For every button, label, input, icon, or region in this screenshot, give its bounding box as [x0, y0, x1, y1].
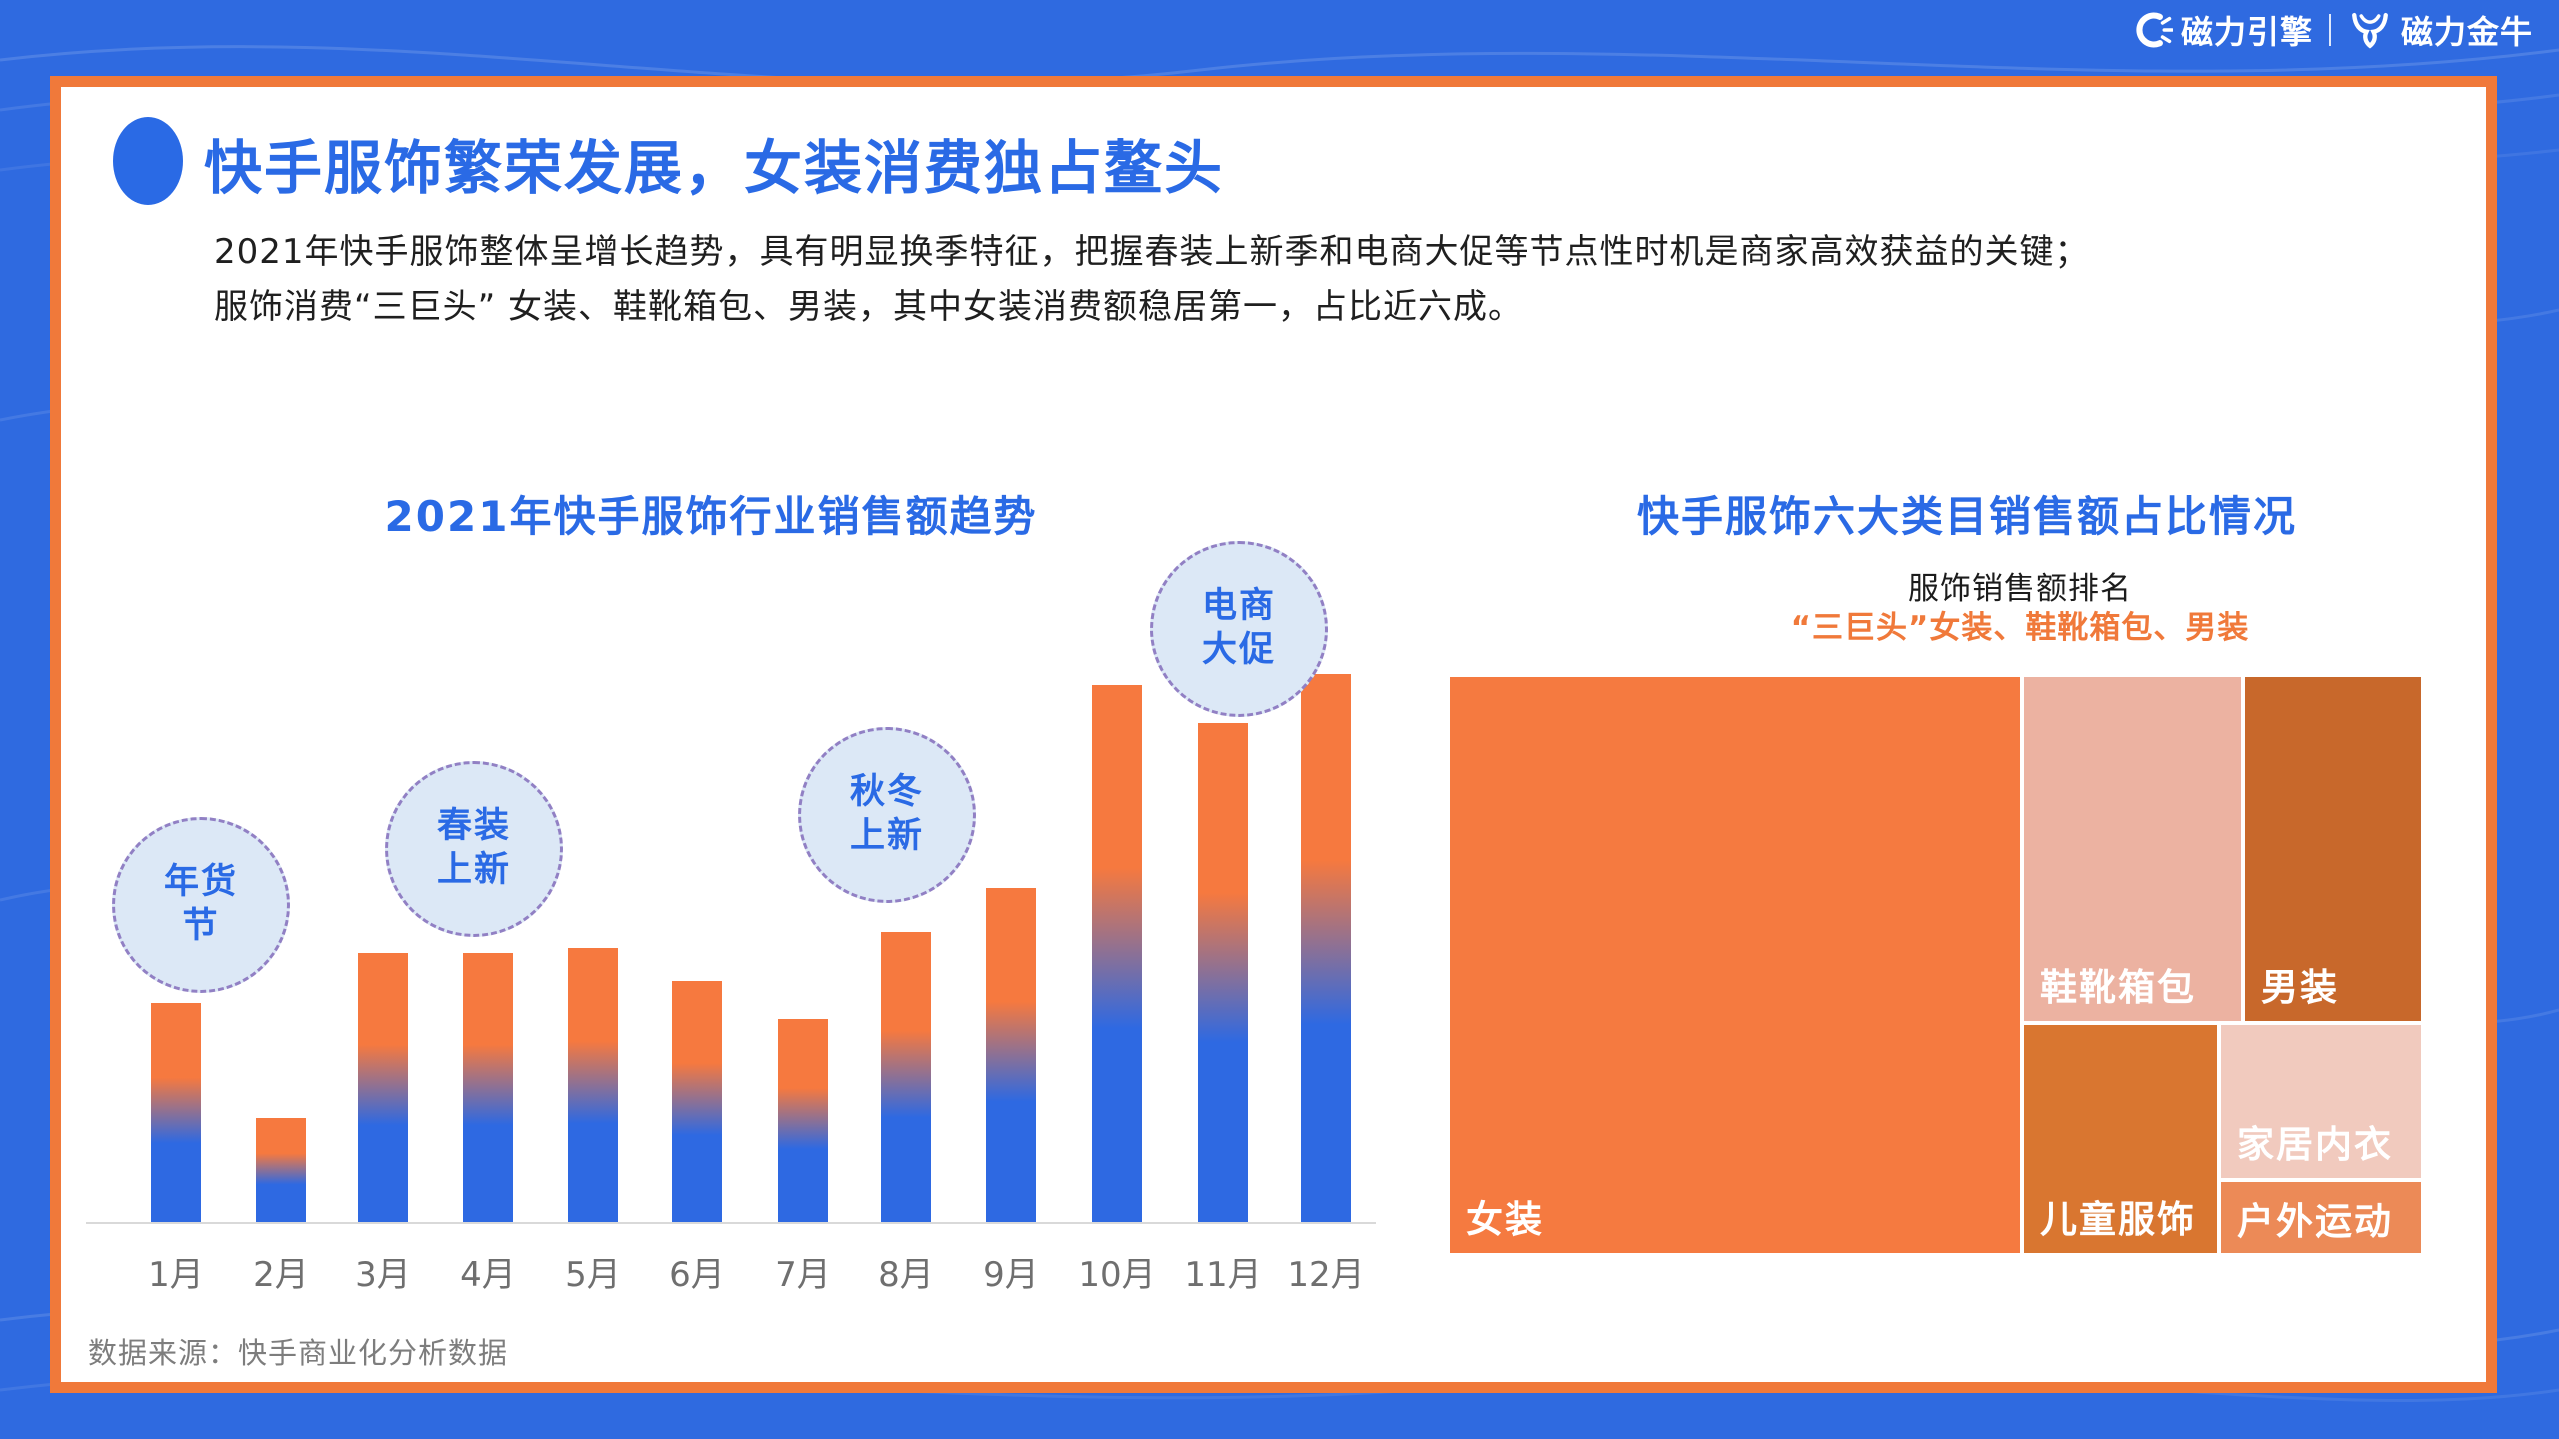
- bar-aug: [881, 931, 931, 1222]
- month-label: 3月: [355, 1255, 411, 1295]
- annotation-text-line: 电商: [1201, 586, 1276, 627]
- annotation-autumn-winter-launch: 秋冬 上新: [798, 727, 976, 903]
- magnetic-engine-logo: 磁力引擎: [2131, 7, 2313, 53]
- month-label: 4月: [460, 1255, 516, 1295]
- tile-label: 儿童服饰: [2040, 1198, 2196, 1241]
- tile-label: 女装: [1466, 1198, 1544, 1241]
- annotation-text-line: 大促: [1201, 630, 1276, 670]
- title-bullet-dot: [113, 117, 183, 205]
- month-label: 1月: [148, 1255, 204, 1295]
- page-title: 快手服饰繁荣发展，女装消费独占鳌头: [204, 134, 1225, 202]
- treemap-tile-womenswear: 女装: [1450, 677, 2020, 1253]
- annotation-text-line: 上新: [436, 850, 511, 890]
- month-label: 11月: [1184, 1255, 1262, 1295]
- data-source: 数据来源：快手商业化分析数据: [88, 1336, 509, 1370]
- month-label: 12月: [1287, 1255, 1365, 1295]
- bar-may: [568, 948, 618, 1222]
- month-label: 5月: [565, 1255, 621, 1295]
- magnetic-taurus-logo: 磁力金牛: [2347, 7, 2533, 53]
- logo-divider: [2328, 14, 2331, 46]
- bar-chart-plot-area: [86, 674, 1376, 1222]
- annotation-text-line: 年货: [163, 862, 238, 903]
- bar-nov: [1198, 723, 1248, 1222]
- tile-label: 鞋靴箱包: [2040, 966, 2196, 1009]
- treemap-subtitle-rank: 服饰销售额排名: [1908, 571, 2132, 607]
- taurus-label: 磁力金牛: [2400, 13, 2533, 51]
- month-label: 8月: [878, 1255, 934, 1295]
- engine-label: 磁力引擎: [2180, 13, 2313, 51]
- annotation-new-year-festival: 年货 节: [112, 817, 290, 993]
- bar-sep: [986, 887, 1036, 1222]
- annotation-text-line: 秋冬: [849, 772, 924, 813]
- month-label: 7月: [775, 1255, 831, 1295]
- bar-jun: [672, 980, 722, 1222]
- annotation-text-line: 节: [182, 906, 220, 946]
- month-label: 9月: [983, 1255, 1039, 1295]
- treemap-tile-home-underwear: 家居内衣: [2221, 1025, 2421, 1178]
- subtitle-line-2: 服饰消费“三巨头” 女装、鞋靴箱包、男装，其中女装消费额稳居第一，占比近六成。: [214, 287, 1524, 328]
- bar-chart-title: 2021年快手服饰行业销售额趋势: [384, 492, 1038, 541]
- x-axis-line: [86, 1222, 1376, 1224]
- slide-card: 快手服饰繁荣发展，女装消费独占鳌头 2021年快手服饰整体呈增长趋势，具有明显换…: [50, 76, 2497, 1393]
- magnet-c-spark-icon: [2136, 12, 2173, 48]
- x-axis-labels: 1月 2月 3月 4月 5月 6月 7月 8月 9月 10月 11月 12月: [86, 1247, 1376, 1297]
- treemap-tile-kidswear: 儿童服饰: [2024, 1025, 2217, 1253]
- bar-jul: [778, 1019, 828, 1222]
- month-label: 6月: [669, 1255, 725, 1295]
- tile-label: 男装: [2261, 966, 2339, 1009]
- month-label: 2月: [253, 1255, 309, 1295]
- bar-dec: [1301, 674, 1351, 1222]
- bar-mar: [358, 953, 408, 1222]
- month-label: 10月: [1078, 1255, 1156, 1295]
- tile-label: 户外运动: [2237, 1200, 2393, 1243]
- bar-feb: [256, 1117, 306, 1222]
- treemap: 女装 鞋靴箱包 男装 儿童服饰 家居内衣 户外运动: [1450, 677, 2421, 1253]
- annotation-ecommerce-promo: 电商 大促: [1150, 541, 1328, 717]
- slide-subtitle: 2021年快手服饰整体呈增长趋势，具有明显换季特征，把握春装上新季和电商大促等节…: [214, 225, 2090, 335]
- brand-bar: 磁力引擎 磁力金牛: [2131, 6, 2533, 54]
- annotation-spring-launch: 春装 上新: [385, 761, 563, 937]
- treemap-tile-menswear: 男装: [2245, 677, 2421, 1021]
- bar-apr: [463, 953, 513, 1222]
- tile-label: 家居内衣: [2237, 1123, 2393, 1166]
- treemap-subtitle-top3: “三巨头”女装、鞋靴箱包、男装: [1790, 609, 2250, 646]
- treemap-tile-shoes-bags: 鞋靴箱包: [2024, 677, 2241, 1021]
- treemap-subtitle: 服饰销售额排名 “三巨头”女装、鞋靴箱包、男装: [1590, 571, 2450, 646]
- annotation-text-line: 上新: [849, 816, 924, 856]
- bull-head-icon: [2352, 12, 2388, 49]
- treemap-title: 快手服饰六大类目销售额占比情况: [1636, 492, 2297, 541]
- subtitle-line-1: 2021年快手服饰整体呈增长趋势，具有明显换季特征，把握春装上新季和电商大促等节…: [214, 232, 2090, 272]
- treemap-tile-outdoor-sports: 户外运动: [2221, 1182, 2421, 1253]
- bar-jan: [151, 1002, 201, 1222]
- annotation-text-line: 春装: [436, 806, 511, 847]
- bar-oct: [1092, 684, 1142, 1222]
